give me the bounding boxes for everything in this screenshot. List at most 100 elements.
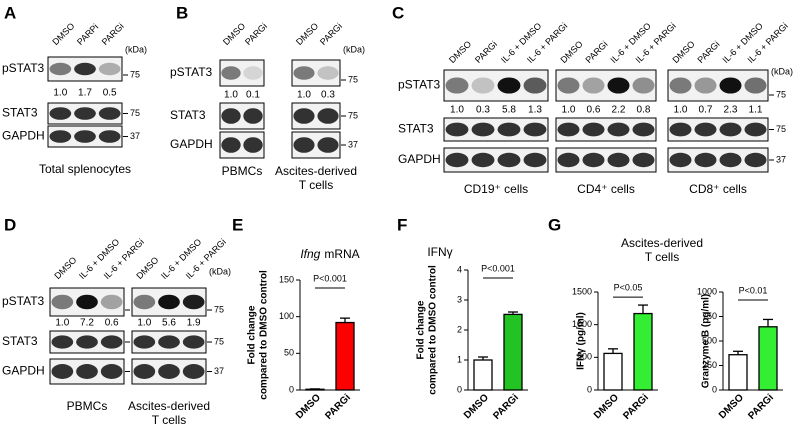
blot-band [158,364,180,379]
blot-band [607,122,630,137]
marker-label: 75 [130,108,140,118]
panel-letter: B [176,3,188,22]
chart-title-part: Ifng [300,247,320,261]
x-tick-label: DMSO [462,392,491,421]
panel-letter: D [4,215,16,234]
group-caption: PBMCs [67,399,108,413]
panel-letter: G [548,215,561,234]
blot-frame [667,117,769,142]
blot-band [669,152,692,168]
y-tick-label: 500 [577,352,592,362]
p-value: P<0.05 [614,282,643,292]
blot-band [49,62,72,76]
quant-label: 5.6 [162,318,176,329]
blot-band [557,77,580,94]
blot-band [76,335,98,349]
blot-band [632,122,655,137]
y-tick-label: 750 [702,311,717,321]
x-tick-label: PARGi [621,392,651,422]
blot-band [497,152,521,168]
blot-band [744,77,767,94]
blot-band [133,364,156,379]
blot-band [582,122,605,137]
lane-label: PARGi [473,39,499,65]
marker-label: 37 [130,131,140,141]
blot-band [76,364,98,379]
blot-band [471,77,495,94]
group-caption: T cells [152,413,186,427]
y-tick-label: 50 [284,348,294,358]
y-axis-label: Granzyme B (pg/ml) [701,294,712,388]
row-label: GAPDH [398,152,441,166]
row-label: pSTAT3 [2,294,45,308]
group-caption: CD19⁺ cells [464,182,528,196]
bar [335,321,355,391]
panel-title: T cells [645,250,679,264]
blot-band [293,108,315,124]
y-tick-label: 0 [289,384,294,394]
quant-label: 2.3 [724,105,738,116]
row-label: pSTAT3 [2,61,45,75]
marker-label: 75 [348,74,358,84]
blot-band [182,335,205,349]
blot-band [51,364,74,379]
y-tick-label: 0 [587,384,592,394]
lane-label: PARGi [100,21,126,47]
kda-label: (kDa) [343,44,365,54]
x-tick-label: PARGi [746,392,776,422]
blot-band [632,152,655,168]
quant-label: 1.0 [224,90,238,101]
blot-band [243,66,263,80]
blot-band [669,77,692,94]
quant-label: 0.1 [246,90,260,101]
blot-band [719,122,742,137]
row-label: STAT3 [398,122,434,136]
chart-title: IFNγ [427,245,452,259]
blot-frame [443,117,549,142]
y-tick-label: 4 [457,264,462,274]
blot-band [51,335,74,349]
lane-label: PARGi [584,39,610,65]
blot-band [744,122,767,137]
blot-band [100,364,123,379]
blot-band [74,130,96,143]
p-value: P<0.01 [739,285,768,295]
blot-band [51,294,74,310]
y-axis-label: IFNγ (pg/ml) [576,312,587,370]
bar [473,359,493,391]
blot-band [317,137,339,153]
y-axis-label: Fold change [247,305,258,364]
blot-band [445,77,469,94]
lane-label: DMSO [559,39,585,65]
lane-label: DMSO [134,255,160,281]
chart-title-part: IFNγ [427,245,452,259]
blot-band [243,137,263,153]
lane-label: PARGi [243,21,269,47]
row-label: STAT3 [2,106,38,120]
blot-frame [555,117,657,142]
quant-label: 5.8 [502,105,516,116]
y-axis-label: compared to DMSO control [259,270,270,400]
bar [503,313,523,391]
marker-label: 37 [214,366,224,376]
blot-band [523,122,547,137]
lane-label: DMSO [671,39,697,65]
quant-label: 0.8 [637,105,651,116]
error-bar [340,317,350,323]
blot-band [182,364,205,379]
quant-label: 2.2 [612,105,626,116]
kda-label: (kDa) [125,44,147,54]
blot-band [221,66,241,80]
blot-band [74,62,96,76]
group-caption: Total splenocytes [39,162,131,176]
error-bar [763,318,773,327]
lane-label: DMSO [447,39,473,65]
row-label: STAT3 [2,334,38,348]
quant-label: 0.7 [699,105,713,116]
quant-label: 1.0 [674,105,688,116]
blot-band [317,66,339,80]
blot-band [497,77,521,94]
lane-label: DMSO [50,21,76,47]
quant-label: 1.3 [528,105,542,116]
marker-label: 75 [214,336,224,346]
